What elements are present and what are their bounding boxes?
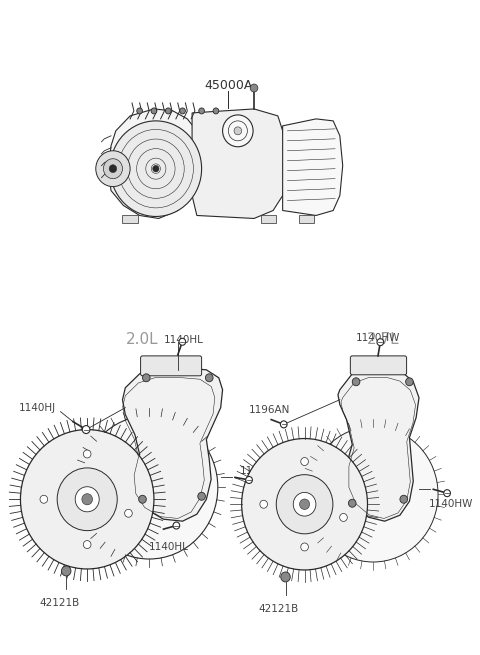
Circle shape [241, 439, 368, 570]
Bar [261, 215, 276, 223]
Circle shape [57, 468, 117, 531]
Text: 1140HG: 1140HG [240, 466, 282, 476]
Polygon shape [122, 368, 223, 521]
Circle shape [180, 108, 185, 114]
Text: 1140HW: 1140HW [429, 499, 473, 509]
Circle shape [84, 450, 91, 458]
Circle shape [234, 127, 241, 135]
Circle shape [406, 378, 413, 386]
Circle shape [166, 108, 171, 114]
Circle shape [308, 426, 438, 562]
Circle shape [153, 165, 159, 172]
Circle shape [82, 494, 93, 505]
FancyBboxPatch shape [350, 356, 407, 375]
Circle shape [400, 495, 408, 503]
Circle shape [137, 108, 143, 114]
Circle shape [276, 475, 333, 534]
Circle shape [280, 421, 287, 428]
Text: 1140HL: 1140HL [149, 542, 189, 552]
Polygon shape [108, 109, 202, 219]
Polygon shape [338, 368, 419, 521]
Circle shape [125, 510, 132, 517]
Circle shape [301, 458, 308, 466]
Circle shape [109, 164, 117, 173]
Circle shape [40, 495, 48, 503]
Circle shape [151, 108, 157, 114]
Bar [299, 215, 314, 223]
Circle shape [75, 487, 99, 512]
Circle shape [21, 430, 154, 569]
Circle shape [301, 543, 308, 551]
Text: 42121B: 42121B [39, 598, 80, 608]
Polygon shape [283, 119, 343, 215]
Circle shape [143, 374, 150, 382]
Circle shape [444, 490, 450, 496]
Circle shape [179, 338, 186, 345]
Text: 45000A: 45000A [204, 79, 252, 92]
Text: 2.0L: 2.0L [126, 333, 159, 347]
Circle shape [352, 378, 360, 386]
Bar [122, 215, 138, 223]
Circle shape [250, 84, 258, 92]
Text: 1140HW: 1140HW [356, 333, 400, 343]
Circle shape [260, 500, 267, 508]
Text: 1196AN: 1196AN [249, 405, 291, 415]
Circle shape [246, 476, 252, 483]
Circle shape [82, 426, 90, 434]
Circle shape [173, 522, 180, 529]
FancyBboxPatch shape [141, 356, 202, 376]
Text: 2.7L: 2.7L [366, 333, 399, 347]
Circle shape [103, 159, 122, 179]
Circle shape [300, 499, 310, 510]
Circle shape [340, 514, 348, 521]
Circle shape [84, 540, 91, 548]
Circle shape [198, 493, 205, 500]
Circle shape [61, 566, 71, 576]
Text: 1140HL: 1140HL [164, 335, 204, 345]
Text: 42121B: 42121B [259, 604, 299, 614]
Circle shape [377, 339, 384, 346]
Circle shape [139, 495, 146, 503]
Text: 1140HJ: 1140HJ [19, 403, 56, 413]
Circle shape [348, 499, 356, 507]
Circle shape [199, 108, 204, 114]
Circle shape [81, 416, 218, 559]
Circle shape [281, 572, 290, 582]
Circle shape [110, 121, 202, 216]
Circle shape [223, 115, 253, 147]
Circle shape [213, 108, 219, 114]
Circle shape [205, 374, 213, 382]
Polygon shape [192, 109, 286, 219]
Circle shape [293, 493, 316, 516]
Circle shape [96, 151, 130, 187]
